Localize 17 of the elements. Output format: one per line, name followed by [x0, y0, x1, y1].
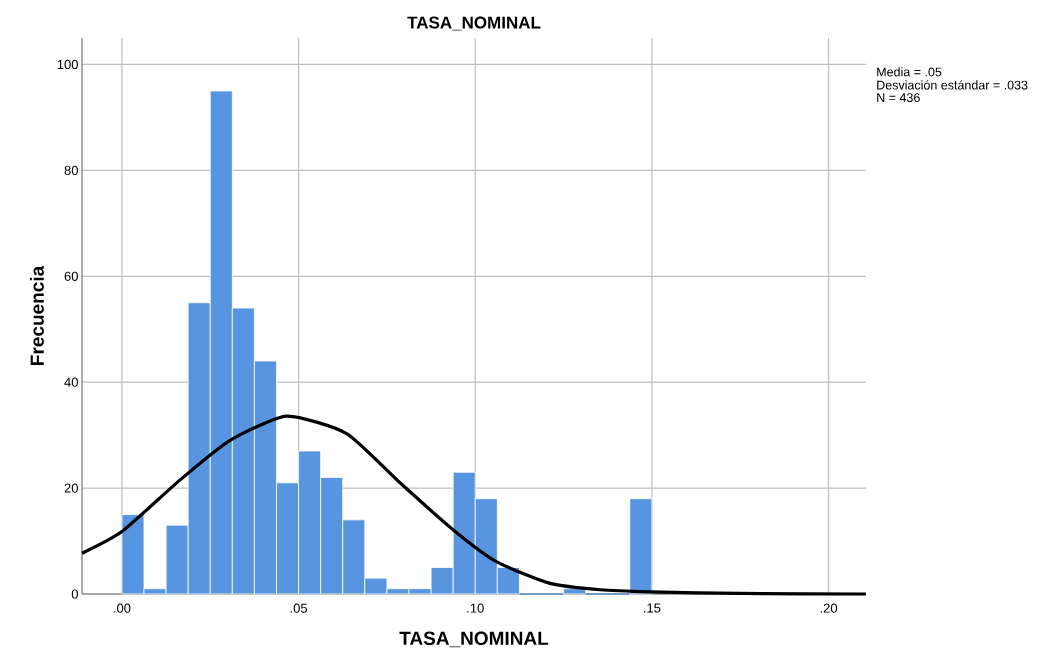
y-axis-title: Frecuencia	[29, 265, 44, 365]
text: Desviación estándar = .033	[877, 80, 1028, 90]
x-tick-label: .10	[467, 603, 484, 613]
chart-title: TASA_NOMINAL	[407, 16, 541, 31]
y-tick-label: 80	[64, 165, 78, 175]
x-tick-label: .15	[644, 603, 661, 613]
x-axis-title: TASA_NOMINAL	[399, 631, 549, 648]
text: N = 436	[877, 93, 920, 103]
y-tick-label: 100	[57, 59, 78, 70]
y-tick-label: 40	[64, 377, 78, 387]
y-tick-label: 20	[64, 483, 78, 493]
y-tick-label: 0	[71, 589, 78, 599]
x-tick-label: .05	[290, 603, 308, 613]
x-tick-label: .00	[114, 603, 131, 613]
x-tick-label: .20	[820, 603, 838, 613]
text: Media = .05	[877, 67, 942, 77]
y-tick-label: 60	[64, 271, 78, 281]
